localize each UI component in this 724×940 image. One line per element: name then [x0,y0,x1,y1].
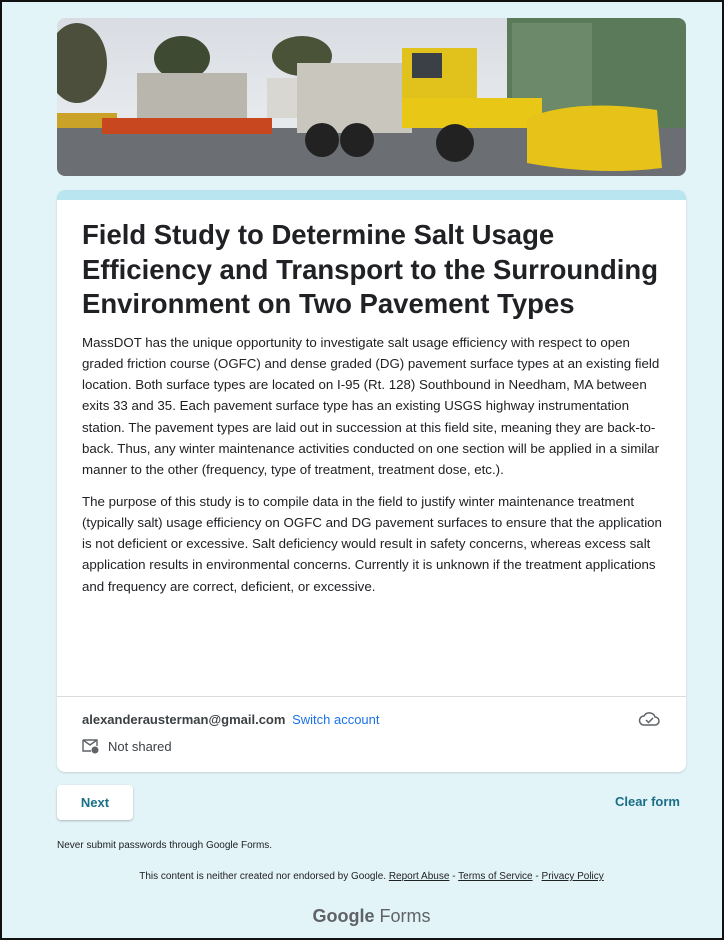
disclaimer-text: This content is neither created nor endo… [139,871,386,882]
google-forms-logo[interactable]: Google Forms [57,906,686,927]
share-status-text: Not shared [108,739,172,754]
brand-google: Google [312,906,374,926]
account-row: alexanderausterman@gmail.com Switch acco… [82,712,380,727]
report-abuse-link[interactable]: Report Abuse [389,871,450,882]
page: Field Study to Determine Salt Usage Effi… [0,0,724,940]
account-email: alexanderausterman@gmail.com [82,712,285,727]
switch-account-link[interactable]: Switch account [292,712,379,727]
separator: - [535,871,538,882]
form-description: The purpose of this study is to compile … [82,491,662,597]
header-image [57,18,686,176]
divider [57,696,686,697]
clear-form-button[interactable]: Clear form [615,794,680,809]
privacy-link[interactable]: Privacy Policy [542,871,604,882]
share-status: Not shared [82,738,172,754]
password-warning: Never submit passwords through Google Fo… [57,840,272,851]
form-description: MassDOT has the unique opportunity to in… [82,332,662,481]
form-page: Field Study to Determine Salt Usage Effi… [0,0,724,940]
form-title: Field Study to Determine Salt Usage Effi… [82,218,662,322]
not-shared-icon [82,738,100,754]
form-card: Field Study to Determine Salt Usage Effi… [57,190,686,772]
terms-link[interactable]: Terms of Service [458,871,532,882]
next-button[interactable]: Next [57,785,133,820]
disclaimer: This content is neither created nor endo… [57,871,686,882]
card-accent [57,190,686,200]
separator: - [452,871,455,882]
brand-forms: Forms [380,906,431,926]
cloud-saved-icon [638,710,660,728]
